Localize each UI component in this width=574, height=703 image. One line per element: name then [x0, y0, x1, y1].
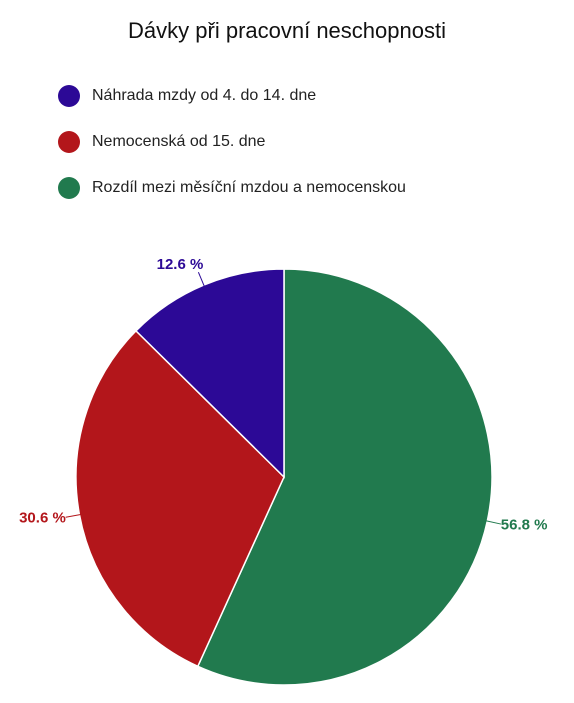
leader-line	[65, 513, 82, 518]
legend: Náhrada mzdy od 4. do 14. dne Nemocenská…	[58, 84, 406, 222]
slice-label: 30.6 %	[19, 510, 66, 527]
leader-line	[197, 271, 206, 288]
slice-label: 12.6 %	[157, 256, 204, 273]
slice-label: 56.8 %	[501, 517, 548, 534]
legend-item: Náhrada mzdy od 4. do 14. dne	[58, 84, 406, 107]
legend-label: Rozdíl mezi měsíční mzdou a nemocenskou	[92, 178, 406, 196]
legend-item: Rozdíl mezi měsíční mzdou a nemocenskou	[58, 176, 406, 199]
legend-swatch	[58, 84, 80, 107]
legend-swatch	[58, 130, 80, 153]
chart-title: Dávky při pracovní neschopnosti	[128, 18, 446, 43]
legend-label: Nemocenská od 15. dne	[92, 132, 266, 150]
legend-item: Nemocenská od 15. dne	[58, 130, 406, 153]
leader-line	[485, 520, 502, 525]
legend-swatch	[58, 176, 80, 199]
legend-label: Náhrada mzdy od 4. do 14. dne	[92, 86, 317, 104]
